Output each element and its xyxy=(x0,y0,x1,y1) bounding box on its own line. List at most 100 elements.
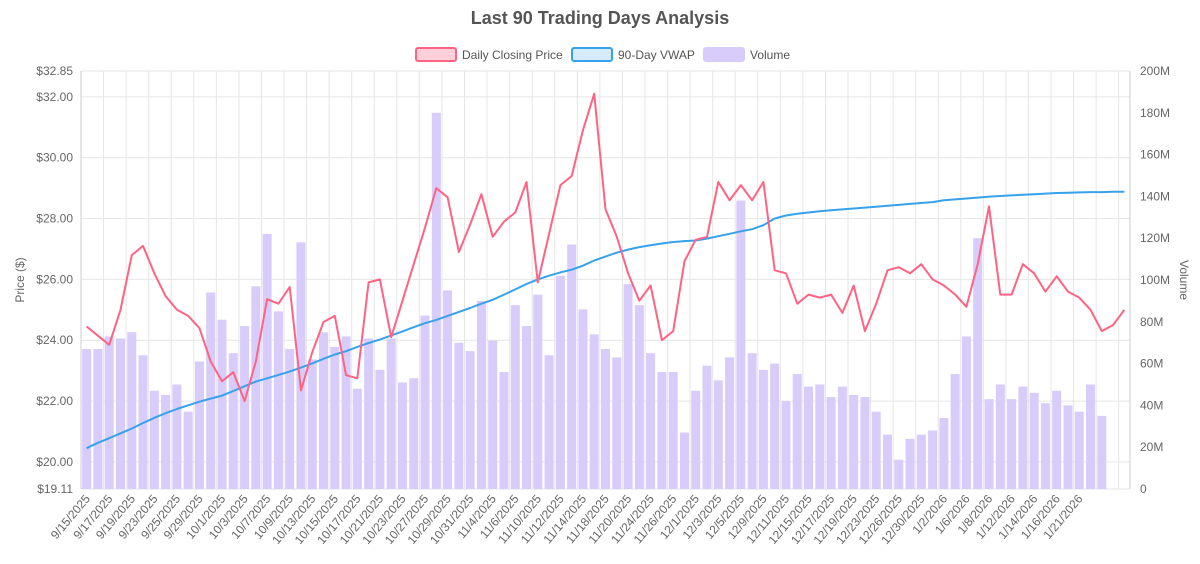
legend-item-vwap[interactable]: 90-Day VWAP xyxy=(571,47,695,62)
volume-bar[interactable] xyxy=(307,359,317,489)
volume-bar[interactable] xyxy=(860,397,870,489)
volume-bar[interactable] xyxy=(104,336,114,489)
volume-bar[interactable] xyxy=(499,371,509,489)
volume-bar[interactable] xyxy=(194,361,204,489)
volume-bar[interactable] xyxy=(646,353,656,489)
volume-bar[interactable] xyxy=(1074,411,1084,489)
volume-bar[interactable] xyxy=(1063,405,1073,489)
volume-bar[interactable] xyxy=(397,382,407,489)
volume-bar[interactable] xyxy=(702,365,712,489)
volume-bar[interactable] xyxy=(352,388,362,489)
volume-bar[interactable] xyxy=(578,309,588,489)
volume-bar[interactable] xyxy=(364,338,374,489)
volume-bar[interactable] xyxy=(488,340,498,489)
volume-bar[interactable] xyxy=(1086,384,1096,490)
volume-bar[interactable] xyxy=(826,397,836,489)
volume-bar[interactable] xyxy=(950,374,960,489)
volume-bar[interactable] xyxy=(510,305,520,489)
volume-bar[interactable] xyxy=(375,369,385,489)
volume-bar[interactable] xyxy=(623,284,633,489)
volume-bar[interactable] xyxy=(1052,390,1062,489)
volume-bar[interactable] xyxy=(240,325,250,489)
volume-bar[interactable] xyxy=(522,325,532,489)
volume-bar[interactable] xyxy=(882,434,893,489)
volume-bar[interactable] xyxy=(589,334,599,489)
volume-bar[interactable] xyxy=(217,319,227,489)
volume-bar[interactable] xyxy=(567,244,577,489)
volume-bar[interactable] xyxy=(82,348,92,489)
volume-bar[interactable] xyxy=(691,390,701,489)
volume-bar[interactable] xyxy=(149,390,159,489)
volume-bar[interactable] xyxy=(228,353,238,489)
volume-bar[interactable] xyxy=(984,399,994,489)
volume-bar[interactable] xyxy=(206,292,216,489)
volume-bar[interactable] xyxy=(815,384,825,490)
volume-bar[interactable] xyxy=(1007,399,1017,489)
volume-bar[interactable] xyxy=(871,411,881,489)
volume-bar[interactable] xyxy=(115,338,125,489)
volume-bar[interactable] xyxy=(736,200,746,489)
volume-bar[interactable] xyxy=(443,290,453,489)
volume-bar[interactable] xyxy=(273,311,283,489)
volume-bar[interactable] xyxy=(1040,403,1050,489)
y-tick-label: $22.00 xyxy=(36,394,73,408)
volume-bar[interactable] xyxy=(804,386,814,489)
volume-bar[interactable] xyxy=(93,348,103,489)
volume-bar[interactable] xyxy=(837,386,847,489)
volume-bar[interactable] xyxy=(127,332,137,489)
volume-bar[interactable] xyxy=(1018,386,1028,489)
volume-bar[interactable] xyxy=(668,371,678,489)
volume-bar[interactable] xyxy=(285,348,295,489)
volume-bar[interactable] xyxy=(1097,415,1107,489)
volume-bar[interactable] xyxy=(318,332,329,489)
volume-bar[interactable] xyxy=(939,417,949,489)
volume-bar[interactable] xyxy=(634,305,644,489)
volume-bar[interactable] xyxy=(781,401,791,489)
volume-bar[interactable] xyxy=(555,275,565,489)
volume-bar[interactable] xyxy=(792,374,802,489)
volume-bar[interactable] xyxy=(330,346,340,489)
volume-bar[interactable] xyxy=(251,286,261,489)
volume-bar[interactable] xyxy=(657,371,667,489)
price-line[interactable] xyxy=(85,92,1126,403)
volume-bar[interactable] xyxy=(849,394,859,489)
volume-bar[interactable] xyxy=(544,355,554,489)
volume-bar[interactable] xyxy=(612,357,622,489)
volume-bar[interactable] xyxy=(995,384,1005,490)
volume-bar[interactable] xyxy=(172,384,182,490)
legend-item-price[interactable]: Daily Closing Price xyxy=(415,47,563,62)
volume-bar[interactable] xyxy=(262,234,272,489)
volume-bar[interactable] xyxy=(928,430,938,489)
volume-bar[interactable] xyxy=(758,369,768,489)
volume-bar[interactable] xyxy=(770,363,780,489)
volume-bar[interactable] xyxy=(600,348,611,489)
volume-bar[interactable] xyxy=(465,351,475,489)
volume-bar[interactable] xyxy=(476,300,486,489)
volume-bar[interactable] xyxy=(961,336,971,489)
volume-bar[interactable] xyxy=(341,336,351,489)
volume-bar[interactable] xyxy=(1029,392,1039,489)
volume-bar[interactable] xyxy=(905,438,915,489)
volume-bar[interactable] xyxy=(713,380,723,489)
volume-bar[interactable] xyxy=(409,378,419,489)
legend-swatch-volume xyxy=(703,47,745,62)
volume-bar[interactable] xyxy=(533,294,543,489)
legend-label-vwap: 90-Day VWAP xyxy=(618,48,695,62)
volume-bar[interactable] xyxy=(454,342,464,489)
volume-bar[interactable] xyxy=(420,315,430,489)
volume-bar[interactable] xyxy=(916,434,926,489)
y-tick-label: $26.00 xyxy=(36,272,73,286)
volume-bar[interactable] xyxy=(725,357,735,489)
vwap-line[interactable] xyxy=(86,190,1125,450)
volume-bar[interactable] xyxy=(296,242,306,489)
volume-bar[interactable] xyxy=(161,394,171,489)
volume-bar[interactable] xyxy=(894,459,904,489)
legend-item-volume[interactable]: Volume xyxy=(703,47,790,62)
volume-bar[interactable] xyxy=(386,338,396,489)
volume-bar[interactable] xyxy=(679,432,689,489)
volume-bar[interactable] xyxy=(747,353,757,489)
volume-bar[interactable] xyxy=(183,411,193,489)
volume-bar[interactable] xyxy=(973,238,983,489)
volume-bar[interactable] xyxy=(431,112,441,490)
